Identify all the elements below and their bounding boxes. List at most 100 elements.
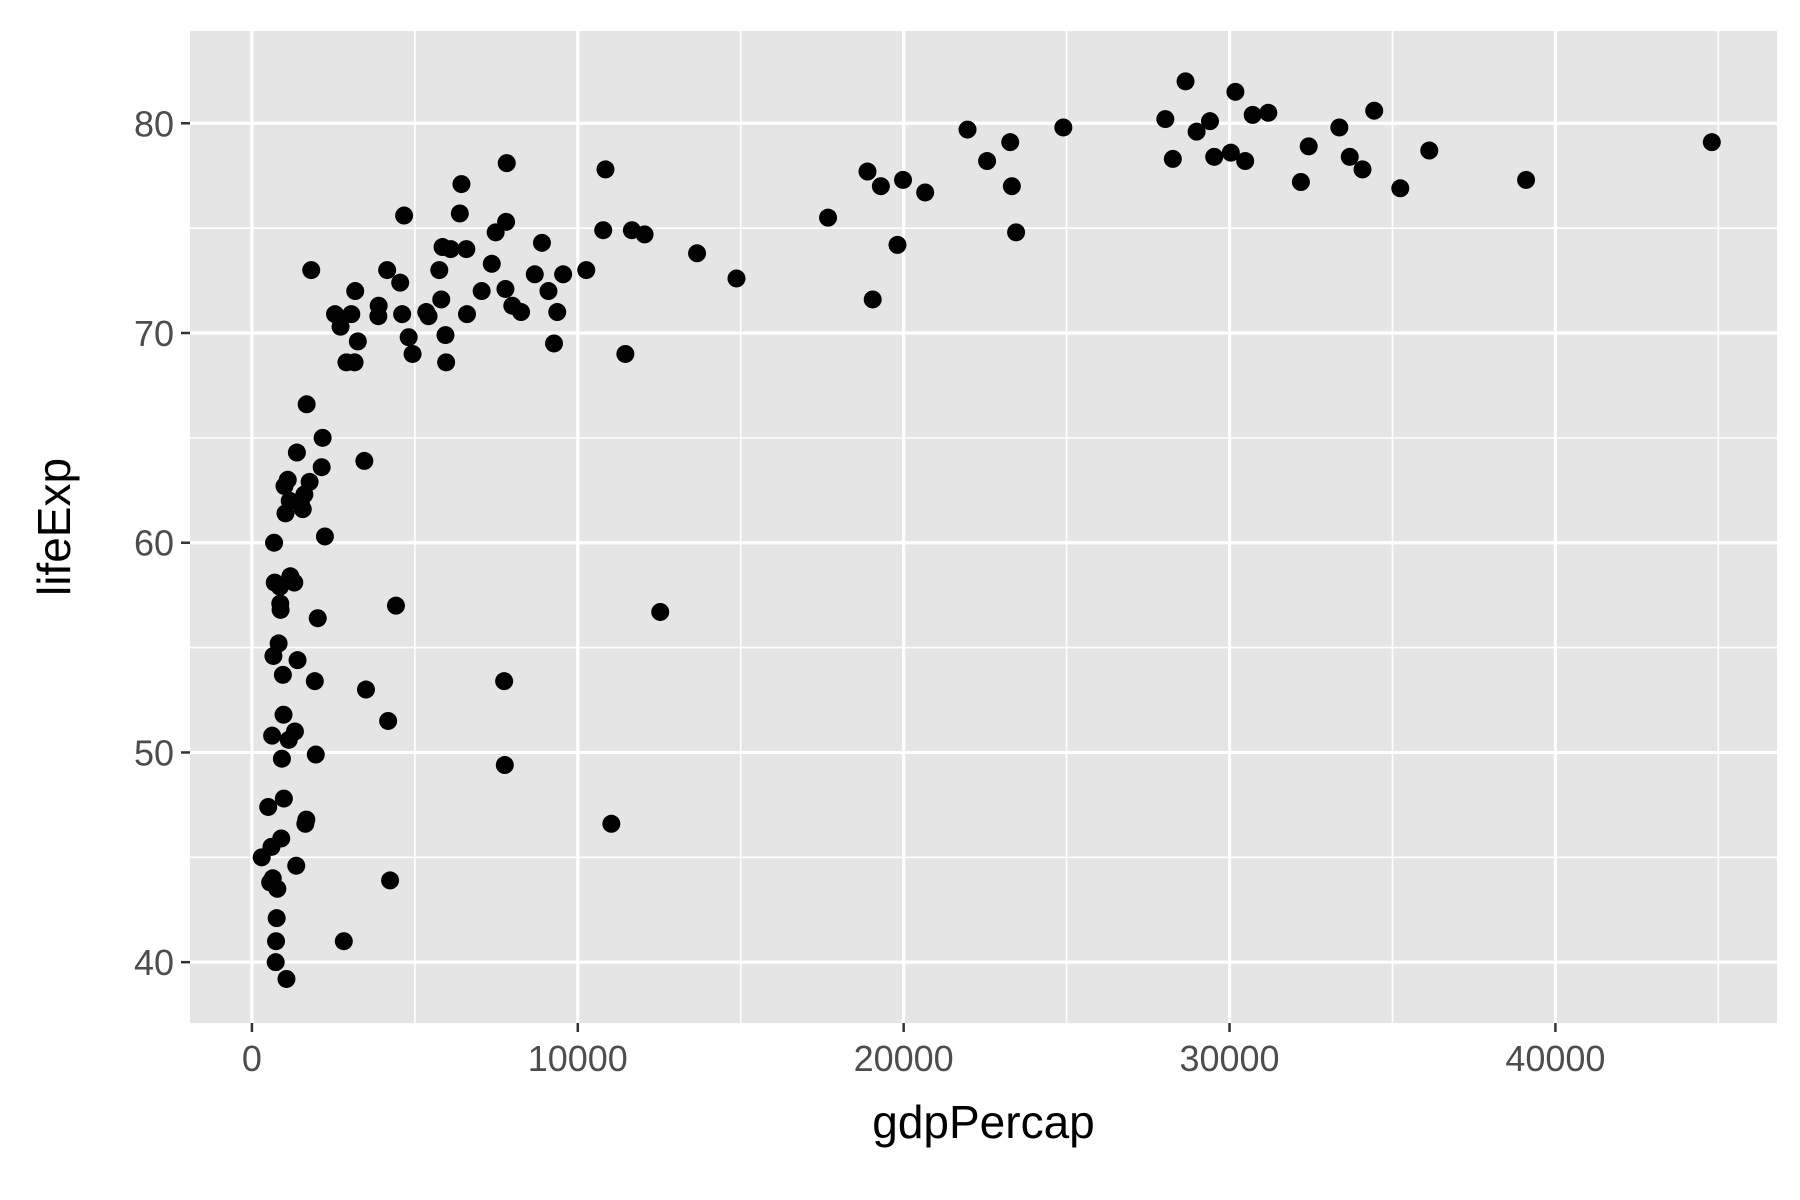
data-point xyxy=(457,240,476,259)
data-point xyxy=(272,749,291,768)
axis-ticks xyxy=(181,122,1557,1032)
y-tick-label: 80 xyxy=(134,103,174,144)
y-tick-label: 60 xyxy=(134,523,174,564)
y-tick-label: 50 xyxy=(134,732,174,773)
data-point xyxy=(293,500,312,519)
data-point xyxy=(635,225,654,244)
data-point xyxy=(1236,152,1255,171)
x-axis-title: gdpPercap xyxy=(872,1096,1095,1148)
data-point xyxy=(916,183,935,202)
data-point xyxy=(602,814,621,833)
data-point xyxy=(313,428,332,447)
data-point xyxy=(259,797,278,816)
data-point xyxy=(863,290,882,309)
data-point xyxy=(355,451,374,470)
data-point xyxy=(1517,170,1536,189)
data-point xyxy=(1156,110,1175,129)
data-point xyxy=(532,233,551,252)
data-point xyxy=(346,282,365,301)
data-point xyxy=(267,909,286,928)
data-point xyxy=(577,261,596,280)
data-point xyxy=(452,175,471,194)
x-tick-label: 0 xyxy=(242,1038,262,1079)
data-point xyxy=(436,326,455,345)
data-point xyxy=(378,261,397,280)
data-points xyxy=(252,72,1721,988)
data-point xyxy=(305,672,324,691)
data-point xyxy=(381,871,400,890)
y-tick-label: 70 xyxy=(134,313,174,354)
x-tick-label: 30000 xyxy=(1179,1038,1279,1079)
data-point xyxy=(1340,147,1359,166)
data-point xyxy=(287,443,306,462)
data-point xyxy=(596,160,615,179)
data-point xyxy=(285,722,304,741)
data-point xyxy=(379,711,398,730)
data-point xyxy=(688,244,707,263)
data-point xyxy=(274,789,293,808)
data-point xyxy=(271,600,290,619)
data-point xyxy=(399,328,418,347)
data-point xyxy=(1702,133,1721,152)
data-point xyxy=(345,353,364,372)
data-point xyxy=(265,533,284,552)
data-point xyxy=(472,282,491,301)
data-point xyxy=(287,856,306,875)
data-point xyxy=(1420,141,1439,160)
data-point xyxy=(1187,122,1206,141)
x-tick-label: 20000 xyxy=(854,1038,954,1079)
data-point xyxy=(277,969,296,988)
data-point xyxy=(554,265,573,284)
data-point xyxy=(273,665,292,684)
data-point xyxy=(819,208,838,227)
data-point xyxy=(297,395,316,414)
data-point xyxy=(356,680,375,699)
data-point xyxy=(306,745,325,764)
data-point xyxy=(1163,149,1182,168)
data-point xyxy=(437,353,456,372)
data-point xyxy=(268,879,287,898)
data-point xyxy=(285,573,304,592)
data-point xyxy=(1221,143,1240,162)
minor-gridlines xyxy=(190,31,1777,1023)
data-point xyxy=(331,317,350,336)
data-point xyxy=(308,609,327,628)
data-point xyxy=(978,152,997,171)
data-point xyxy=(548,303,567,322)
plot-panel xyxy=(190,31,1777,1023)
data-point xyxy=(369,296,388,315)
data-point xyxy=(1205,147,1224,166)
data-point xyxy=(1259,103,1278,122)
data-point xyxy=(269,634,288,653)
data-point xyxy=(450,204,469,223)
data-point xyxy=(495,756,514,775)
data-point xyxy=(727,269,746,288)
data-point xyxy=(1243,105,1262,124)
data-point xyxy=(334,932,353,951)
data-point xyxy=(386,596,405,615)
y-axis-title: lifeExp xyxy=(28,458,80,596)
data-point xyxy=(457,305,476,324)
data-point xyxy=(544,334,563,353)
data-point xyxy=(395,206,414,225)
data-point xyxy=(1291,173,1310,192)
x-tick-label: 10000 xyxy=(528,1038,628,1079)
data-point xyxy=(300,472,319,491)
data-point xyxy=(1299,137,1318,156)
axis-tick-labels: 0 10000 20000 30000 40000 40 50 60 70 80 xyxy=(134,103,1606,1079)
data-point xyxy=(539,282,558,301)
data-point xyxy=(441,240,460,259)
data-point xyxy=(1353,160,1372,179)
data-point xyxy=(302,261,321,280)
data-point xyxy=(278,470,297,489)
data-point xyxy=(419,307,438,326)
data-point xyxy=(497,154,516,173)
data-point xyxy=(430,261,449,280)
data-point xyxy=(393,305,412,324)
data-point xyxy=(403,344,422,363)
data-point xyxy=(594,221,613,240)
data-point xyxy=(266,953,285,972)
x-tick-label: 40000 xyxy=(1505,1038,1605,1079)
data-point xyxy=(482,254,501,273)
